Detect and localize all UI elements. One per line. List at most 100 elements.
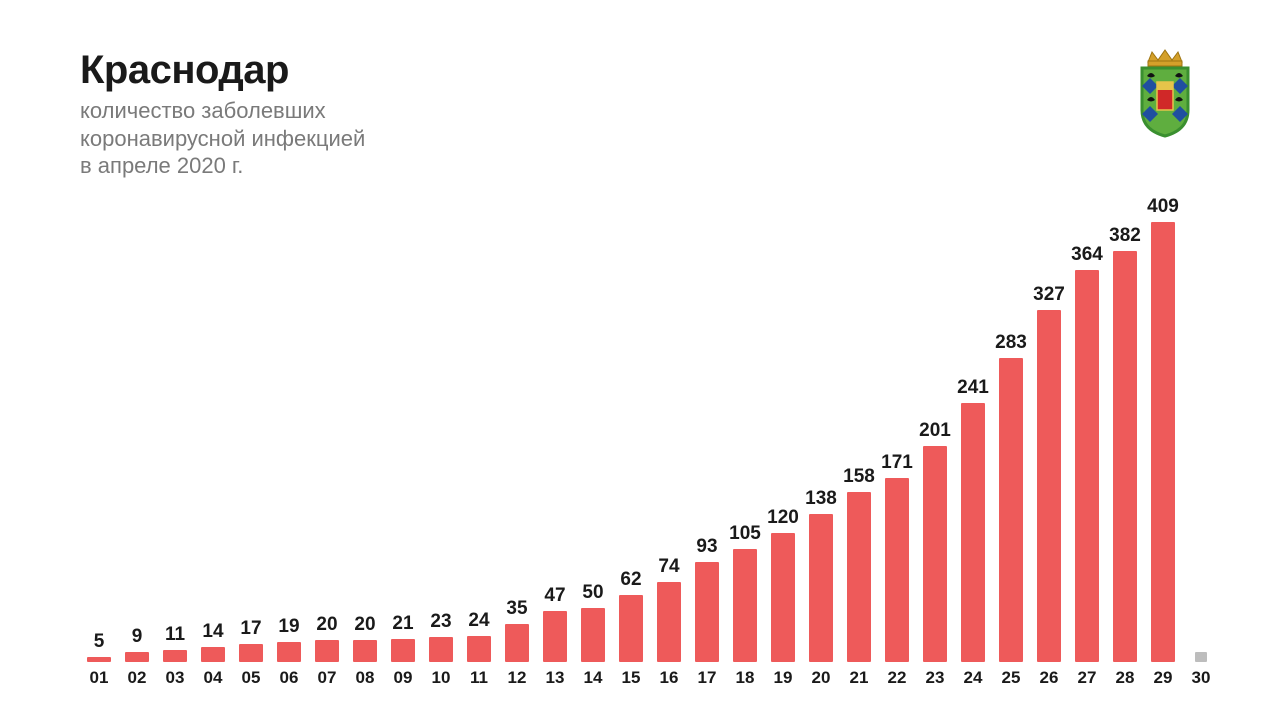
bar-value-label: 105 (729, 523, 761, 545)
bar-category-label: 18 (736, 668, 755, 688)
bar-category-label: 14 (584, 668, 603, 688)
bar-category-label: 05 (242, 668, 261, 688)
bar-value-label: 409 (1147, 196, 1179, 218)
bar-value-label: 21 (392, 613, 413, 635)
bar-slot: 3512 (498, 188, 536, 688)
chart-title: Краснодар (80, 48, 1200, 93)
bar-slot: 327 26 (1030, 188, 1068, 688)
bar (87, 657, 111, 662)
bar (239, 644, 263, 662)
bar-slot: 11 03 (156, 188, 194, 688)
bar-value-label: 35 (506, 598, 527, 620)
subtitle-line3: в апреле 2020 г. (80, 153, 243, 178)
bar (1151, 222, 1175, 662)
bar (999, 358, 1023, 662)
bar-category-label: 22 (888, 668, 907, 688)
bar-category-label: 23 (926, 668, 945, 688)
bar-value-label: 23 (430, 611, 451, 633)
bar-slot: 171 22 (878, 188, 916, 688)
bar (733, 549, 757, 662)
bar-slot: 1705 (232, 188, 270, 688)
bar-slot: 1404 (194, 188, 232, 688)
bar-slot: 62 15 (612, 188, 650, 688)
subtitle-line1: количество заболевших (80, 98, 326, 123)
bar-category-label: 15 (622, 668, 641, 688)
bar-value-label: 158 (843, 466, 875, 488)
bar (885, 478, 909, 662)
bar (125, 652, 149, 662)
bar-slot: 50 14 (574, 188, 612, 688)
bar (391, 639, 415, 662)
bar (695, 562, 719, 662)
bar-category-label: 26 (1040, 668, 1059, 688)
bar-category-label: 03 (166, 668, 185, 688)
bar (1113, 251, 1137, 662)
bar-value-label: 17 (240, 618, 261, 640)
bar-category-label: 24 (964, 668, 983, 688)
bar-slot: 13820 (802, 188, 840, 688)
bar-category-label: 10 (432, 668, 451, 688)
bar-value-label: 74 (658, 556, 679, 578)
bar-category-label: 08 (356, 668, 375, 688)
bar-value-label: 382 (1109, 225, 1141, 247)
bar-slot: 409 29 (1144, 188, 1182, 688)
bar-slot: 7416 (650, 188, 688, 688)
bar-slot: 30 (1182, 188, 1220, 688)
bar (581, 608, 605, 662)
bar-category-label: 21 (850, 668, 869, 688)
bar (771, 533, 795, 662)
bar-slot: 1906 (270, 188, 308, 688)
bar-value-label: 62 (620, 569, 641, 591)
bar-slot: 28325 (992, 188, 1030, 688)
bar-category-label: 19 (774, 668, 793, 688)
bar (201, 647, 225, 662)
bar (277, 642, 301, 662)
bar-category-label: 02 (128, 668, 147, 688)
city-emblem-icon (1130, 48, 1200, 138)
bar-category-label: 20 (812, 668, 831, 688)
bar-category-label: 28 (1116, 668, 1135, 688)
bar-value-label: 120 (767, 507, 799, 529)
bar (315, 640, 339, 662)
bar-value-label: 171 (881, 452, 913, 474)
chart-subtitle: количество заболевших коронавирусной инф… (80, 97, 1200, 180)
bar-chart: 5019021103140417051906200720082109231024… (80, 188, 1220, 688)
bar (923, 446, 947, 662)
bar (543, 611, 567, 662)
bar-value-label: 9 (132, 626, 143, 648)
subtitle-line2: коронавирусной инфекцией (80, 126, 365, 151)
bar-value-label: 93 (696, 536, 717, 558)
bar-value-label: 47 (544, 585, 565, 607)
bar-value-label: 50 (582, 582, 603, 604)
bar-slot: 501 (80, 188, 118, 688)
bar-slot: 105 18 (726, 188, 764, 688)
bar-value-label: 201 (919, 420, 951, 442)
bar-slot: 158 21 (840, 188, 878, 688)
bar-slot: 47 13 (536, 188, 574, 688)
bar-value-label: 20 (316, 614, 337, 636)
bar-category-label: 04 (204, 668, 223, 688)
bar (163, 650, 187, 662)
bar-value-label: 19 (278, 616, 299, 638)
bar-category-label: 17 (698, 668, 717, 688)
bar-slot: 9 02 (118, 188, 156, 688)
bar-category-label: 07 (318, 668, 337, 688)
bar (1195, 652, 1207, 662)
bar-category-label: 29 (1154, 668, 1173, 688)
bar-value-label: 327 (1033, 284, 1065, 306)
bar-value-label: 24 (468, 610, 489, 632)
emblem-svg (1130, 48, 1200, 138)
bar (1075, 270, 1099, 662)
bar-category-label: 13 (546, 668, 565, 688)
bar (467, 636, 491, 662)
bar (657, 582, 681, 662)
bar (429, 637, 453, 662)
bar-category-label: 11 (470, 668, 488, 688)
bar-value-label: 20 (354, 614, 375, 636)
bar-value-label: 283 (995, 332, 1027, 354)
bar-value-label: 11 (165, 624, 185, 646)
bar-category-label: 01 (90, 668, 109, 688)
bar-slot: 2109 (384, 188, 422, 688)
bar (809, 514, 833, 662)
bar (1037, 310, 1061, 662)
